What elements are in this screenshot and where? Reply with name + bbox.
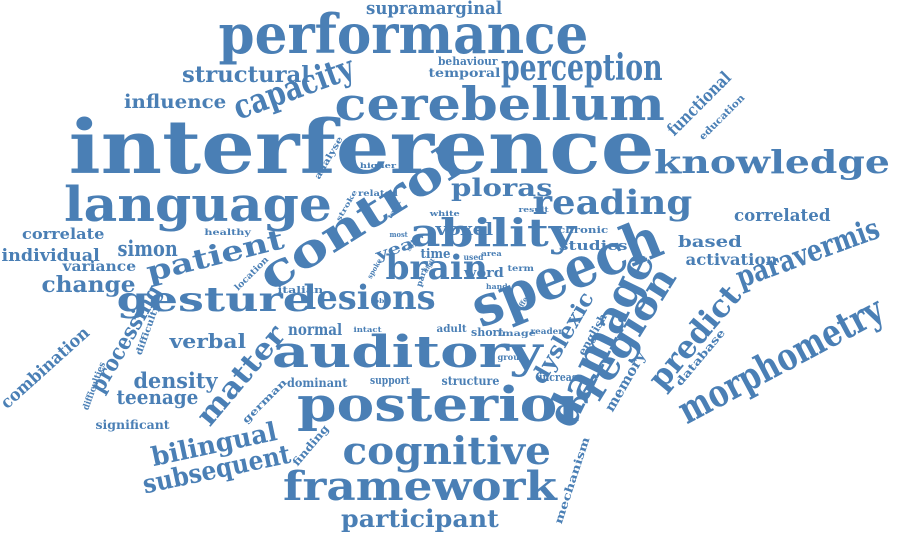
word-correlated: correlated xyxy=(733,205,831,226)
word-reading: reading xyxy=(532,183,692,223)
word-variance: variance xyxy=(62,259,136,275)
word-structure: structure xyxy=(440,374,499,388)
word-time: time xyxy=(420,246,450,262)
word-hand: hand xyxy=(486,281,508,291)
word-white: white xyxy=(429,208,460,218)
word-mechanism: mechanism xyxy=(552,434,593,526)
word-spoke: spoke xyxy=(364,256,384,280)
word-ploras: ploras xyxy=(451,173,553,202)
word-higher: higher xyxy=(359,160,397,170)
word-activation: activation xyxy=(684,250,778,269)
word-most: most xyxy=(389,229,408,239)
word-perception: perception xyxy=(500,47,663,89)
word-posterior: posterior xyxy=(296,377,588,433)
word-combination: combination xyxy=(0,322,94,413)
word-normal: normal xyxy=(288,320,343,339)
word-simon: simon xyxy=(117,235,178,261)
word-voxel: voxel xyxy=(435,219,493,240)
word-behaviour: behaviour xyxy=(437,54,498,68)
word-intact: intact xyxy=(353,324,382,334)
word-lesions: lesions xyxy=(303,278,436,318)
word-result: result xyxy=(517,204,549,214)
word-based: based xyxy=(678,232,742,251)
word-verbal: verbal xyxy=(168,329,246,353)
word-healthy: healthy xyxy=(203,227,251,237)
word-correlate: correlate xyxy=(21,224,105,243)
word-word: word xyxy=(464,265,504,281)
word-lobe: lobe xyxy=(370,298,390,305)
word-cognitive: cognitive xyxy=(341,428,551,473)
word-functional: functional xyxy=(663,67,736,140)
word-reader: reader xyxy=(529,326,563,336)
word-influence: influence xyxy=(123,90,227,113)
word-supramarginal: supramarginal xyxy=(366,0,503,19)
word-knowledge: knowledge xyxy=(654,143,890,181)
word-cerebellum: cerebellum xyxy=(333,77,665,131)
word-chronic: chronic xyxy=(557,225,609,236)
word-language: language xyxy=(63,177,332,233)
word-significant: significant xyxy=(95,418,170,432)
word-brain: brain xyxy=(384,248,488,288)
word-individual: individual xyxy=(0,245,100,266)
word-gesture: gesture xyxy=(116,280,312,320)
word-support: support xyxy=(369,373,410,387)
word-italian: italian xyxy=(276,285,323,296)
word-term: term xyxy=(506,263,534,273)
word-ability: ability xyxy=(409,210,577,255)
word-group: group xyxy=(497,352,525,362)
word-dominant: dominant xyxy=(286,376,348,390)
word-area: area xyxy=(480,248,502,258)
word-participant: participant xyxy=(341,504,499,533)
word-auditory: auditory xyxy=(271,327,543,378)
word-temporal: temporal xyxy=(428,66,500,80)
word-adult: adult xyxy=(436,324,467,335)
word-performance: performance xyxy=(218,2,588,66)
word-used: used xyxy=(463,252,484,262)
word-change: change xyxy=(41,272,136,298)
word-structural: structural xyxy=(182,62,310,88)
word-teenage: teenage xyxy=(116,385,198,409)
word-studies: studies xyxy=(558,238,628,254)
word-framework: framework xyxy=(283,463,557,510)
word-increase: increase xyxy=(539,370,583,384)
word-density: density xyxy=(133,367,218,393)
word-related: related xyxy=(358,188,398,198)
word-short: short xyxy=(471,325,504,339)
word-image: image xyxy=(497,328,536,338)
word-interference: interference xyxy=(68,105,655,191)
